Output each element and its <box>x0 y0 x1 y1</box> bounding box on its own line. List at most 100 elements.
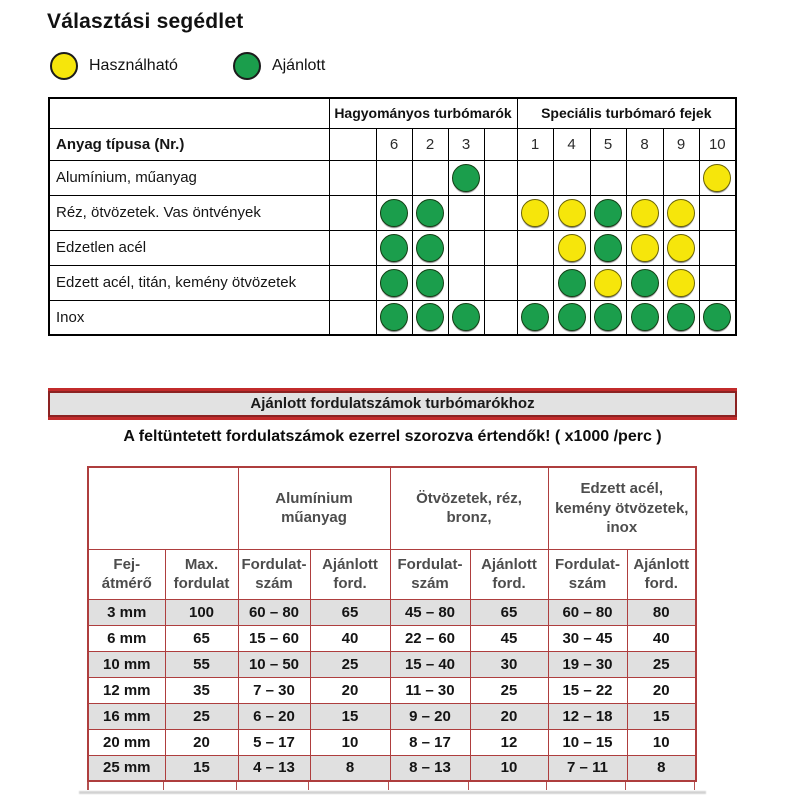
dot-cell <box>516 264 554 301</box>
speed-value: 25 <box>469 676 549 704</box>
recommended-dot-icon <box>380 268 408 297</box>
speed-row: 3 mm 100 60 – 80 65 45 – 80 65 60 – 80 80 <box>87 598 697 626</box>
col-header-recommended-rpm: Ajánlott ford. <box>626 548 697 600</box>
dot-cell <box>411 264 449 301</box>
recommended-dot-icon <box>594 303 623 332</box>
usable-dot-icon <box>594 268 623 297</box>
dot-cell <box>698 299 737 336</box>
material-label: Edzett acél, titán, kemény ötvözetek <box>48 264 330 301</box>
dot-cell <box>662 264 700 301</box>
dot-cell <box>625 194 664 231</box>
dot-cell <box>375 229 413 266</box>
column-number: 2 <box>411 127 449 161</box>
dot-cell <box>411 229 449 266</box>
speed-table: Alumínium műanyag Ötvözetek, réz, bronz,… <box>87 466 698 782</box>
column-number: 6 <box>375 127 413 161</box>
speed-value: 20 <box>626 676 697 704</box>
speed-value: 10 – 15 <box>547 728 628 756</box>
dot-cell <box>328 194 377 231</box>
speed-value: 60 – 80 <box>237 598 311 626</box>
dot-cell <box>625 229 664 266</box>
speed-value: 7 – 30 <box>237 676 311 704</box>
legend-label-recommended: Ajánlott <box>271 57 326 74</box>
dot-cell <box>447 194 485 231</box>
page-title: Választási segédlet <box>47 10 244 33</box>
speed-value: 22 – 60 <box>389 624 471 652</box>
col-header-max-rpm: Max. fordulat <box>164 548 239 600</box>
dot-cell <box>589 159 627 196</box>
speed-value: 65 <box>309 598 391 626</box>
dot-cell <box>516 229 554 266</box>
material-row: Edzetlen acél <box>48 229 737 266</box>
head-diameter-value: 6 mm <box>87 624 166 652</box>
speed-value: 4 – 13 <box>237 754 311 782</box>
dot-cell <box>483 299 518 336</box>
material-label: Inox <box>48 299 330 336</box>
speed-group-alloys: Ötvözetek, réz, bronz, <box>389 466 549 550</box>
recommended-dot-icon <box>416 198 444 227</box>
speed-value: 6 – 20 <box>237 702 311 730</box>
column-line-stub <box>389 782 469 790</box>
col-header-rpm-range: Fordulat- szám <box>547 548 628 600</box>
column-number <box>483 127 518 161</box>
dot-cell <box>411 299 449 336</box>
speed-value: 8 – 17 <box>389 728 471 756</box>
dot-cell <box>411 159 449 196</box>
page-cutoff-line <box>79 791 706 794</box>
speed-row: 12 mm 35 7 – 30 20 11 – 30 25 15 – 22 20 <box>87 676 697 704</box>
dot-cell <box>625 264 664 301</box>
dot-cell <box>483 229 518 266</box>
recommended-dot-icon <box>630 268 659 297</box>
recommended-dot-icon <box>557 268 586 297</box>
speed-row: 25 mm 15 4 – 13 8 8 – 13 10 7 – 11 8 <box>87 754 697 782</box>
recommended-dot-icon <box>452 303 480 332</box>
recommended-dot-icon <box>594 233 623 262</box>
speed-value: 15 – 60 <box>237 624 311 652</box>
recommended-dot-icon <box>703 303 732 332</box>
dot-cell <box>375 264 413 301</box>
dot-cell <box>516 159 554 196</box>
dot-cell <box>552 264 591 301</box>
dot-cell <box>328 159 377 196</box>
dot-cell <box>589 299 627 336</box>
dot-cell <box>516 194 554 231</box>
speed-corner-cell <box>87 466 239 550</box>
usable-dot-icon <box>630 198 659 227</box>
material-label: Edzetlen acél <box>48 229 330 266</box>
speed-value: 12 <box>469 728 549 756</box>
dot-cell <box>447 299 485 336</box>
speed-value: 55 <box>164 650 239 678</box>
speed-value: 19 – 30 <box>547 650 628 678</box>
col-header-rpm-range: Fordulat- szám <box>389 548 471 600</box>
dot-cell <box>589 229 627 266</box>
dot-cell <box>447 159 485 196</box>
speed-group-aluminium: Alumínium műanyag <box>237 466 391 550</box>
recommended-dot-icon <box>667 303 696 332</box>
dot-cell <box>375 299 413 336</box>
recommended-dot-icon <box>416 303 444 332</box>
dot-cell <box>447 229 485 266</box>
head-diameter-value: 10 mm <box>87 650 166 678</box>
speed-row: 16 mm 25 6 – 20 15 9 – 20 20 12 – 18 15 <box>87 702 697 730</box>
speed-value: 80 <box>626 598 697 626</box>
recommended-dot-icon <box>416 233 444 262</box>
column-number: 8 <box>625 127 664 161</box>
column-number: 10 <box>698 127 737 161</box>
recommended-dot-icon <box>630 303 659 332</box>
speed-value: 15 <box>309 702 391 730</box>
usable-dot-icon <box>50 52 78 80</box>
speed-value: 20 <box>164 728 239 756</box>
dot-cell <box>625 159 664 196</box>
dot-cell <box>483 194 518 231</box>
group-header-special: Speciális turbómaró fejek <box>516 97 737 129</box>
speed-row: 20 mm 20 5 – 17 10 8 – 17 12 10 – 15 10 <box>87 728 697 756</box>
dot-cell <box>483 159 518 196</box>
usable-dot-icon <box>703 163 732 192</box>
speed-value: 60 – 80 <box>547 598 628 626</box>
column-line-stub <box>164 782 237 790</box>
dot-cell <box>328 264 377 301</box>
head-diameter-value: 12 mm <box>87 676 166 704</box>
column-number: 1 <box>516 127 554 161</box>
material-row: Réz, ötvözetek. Vas öntvények <box>48 194 737 231</box>
column-number: 9 <box>662 127 700 161</box>
